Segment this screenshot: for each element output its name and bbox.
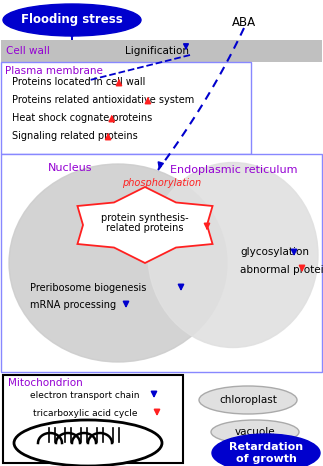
Text: chloroplast: chloroplast: [219, 395, 277, 405]
Ellipse shape: [199, 386, 297, 414]
Text: Plasma membrane: Plasma membrane: [5, 66, 103, 76]
Text: Cell wall: Cell wall: [6, 46, 50, 56]
Text: phosphorylation: phosphorylation: [122, 178, 202, 188]
Text: Nucleus: Nucleus: [48, 163, 92, 173]
Ellipse shape: [9, 164, 227, 362]
Text: tricarboxylic acid cycle: tricarboxylic acid cycle: [33, 409, 137, 418]
Bar: [1, 40, 322, 62]
Text: Signaling related proteins: Signaling related proteins: [12, 131, 138, 141]
Ellipse shape: [14, 420, 162, 466]
Text: glycosylation: glycosylation: [240, 247, 309, 257]
Bar: [1, 154, 322, 372]
Text: Retardation
of growth: Retardation of growth: [229, 442, 303, 464]
Text: Endoplasmic reticulum: Endoplasmic reticulum: [170, 165, 298, 175]
Text: related proteins: related proteins: [106, 223, 184, 233]
Bar: [1, 62, 251, 154]
Text: mRNA processing: mRNA processing: [30, 300, 116, 310]
Ellipse shape: [148, 163, 318, 348]
Text: abnormal proteins: abnormal proteins: [240, 265, 323, 275]
Text: Proteins related antioxidative system: Proteins related antioxidative system: [12, 95, 194, 105]
Polygon shape: [78, 187, 213, 263]
Text: ABA: ABA: [232, 15, 256, 28]
Text: Proteins located in cell wall: Proteins located in cell wall: [12, 77, 145, 87]
Ellipse shape: [212, 434, 320, 466]
Text: Flooding stress: Flooding stress: [21, 14, 123, 27]
Text: Lignification: Lignification: [125, 46, 189, 56]
Bar: [3, 375, 183, 463]
Text: electron transport chain: electron transport chain: [30, 391, 140, 399]
Text: Mitochondrion: Mitochondrion: [8, 378, 83, 388]
Ellipse shape: [211, 420, 299, 444]
Text: protein synthesis-: protein synthesis-: [101, 213, 189, 223]
Ellipse shape: [3, 4, 141, 36]
Text: Heat shock cognate proteins: Heat shock cognate proteins: [12, 113, 152, 123]
Text: Preribosome biogenesis: Preribosome biogenesis: [30, 283, 146, 293]
Text: vacuole: vacuole: [235, 427, 275, 437]
